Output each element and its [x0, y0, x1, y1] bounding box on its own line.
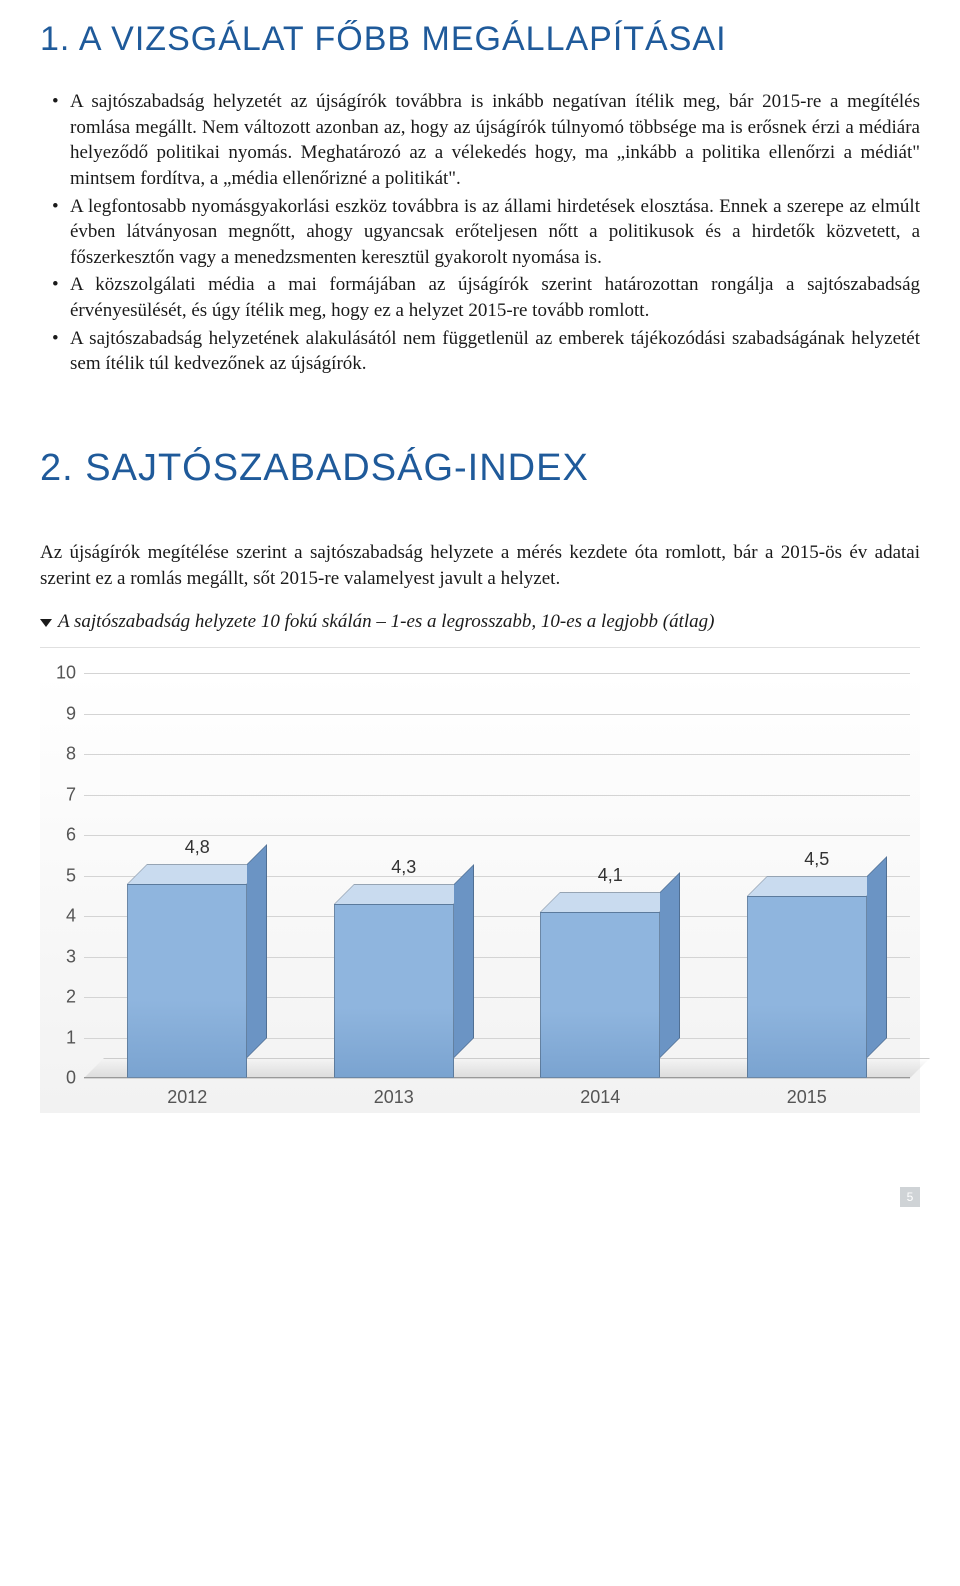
y-tick-label: 2: [66, 987, 76, 1008]
gridline: [84, 754, 910, 755]
section-1-title: 1. A VIZSGÁLAT FŐBB MEGÁLLAPÍTÁSAI: [40, 20, 920, 59]
x-tick-label: 2014: [580, 1087, 620, 1108]
y-tick-label: 6: [66, 825, 76, 846]
chart-container: 012345678910 4,84,34,14,5 20122013201420…: [40, 647, 920, 1157]
x-tick-label: 2012: [167, 1087, 207, 1108]
y-tick-label: 0: [66, 1068, 76, 1089]
y-tick-label: 1: [66, 1027, 76, 1048]
section-1-bullets: A sajtószabadság helyzetét az újságírók …: [40, 89, 920, 377]
bar: [747, 896, 867, 1078]
bullet-item: A sajtószabadság helyzetét az újságírók …: [70, 89, 920, 192]
chart-caption: A sajtószabadság helyzete 10 fokú skálán…: [40, 611, 920, 633]
chart-caption-text: A sajtószabadság helyzete 10 fokú skálán…: [58, 611, 715, 632]
plot-area: 4,8 4,3 4,1 4,5: [84, 673, 910, 1078]
y-tick-label: 5: [66, 865, 76, 886]
bullet-item: A legfontosabb nyomásgyakorlási eszköz t…: [70, 194, 920, 271]
y-tick-label: 8: [66, 744, 76, 765]
gridline: [84, 795, 910, 796]
bar-value-label: 4,1: [598, 865, 623, 886]
y-axis: 012345678910: [40, 673, 84, 1078]
y-tick-label: 7: [66, 784, 76, 805]
gridline: [84, 1078, 910, 1079]
caret-down-icon: [40, 619, 52, 627]
y-tick-label: 4: [66, 906, 76, 927]
x-tick-label: 2015: [787, 1087, 827, 1108]
y-tick-label: 9: [66, 703, 76, 724]
gridline: [84, 673, 910, 674]
bar: [127, 884, 247, 1078]
bar: [540, 912, 660, 1078]
x-tick-label: 2013: [374, 1087, 414, 1108]
chart-area: 012345678910 4,84,34,14,5 20122013201420…: [40, 673, 920, 1113]
bar-value-label: 4,8: [185, 837, 210, 858]
bar-value-label: 4,3: [391, 857, 416, 878]
x-axis: 2012 2013 2014 2015: [84, 1083, 910, 1113]
bar: [334, 904, 454, 1078]
y-tick-label: 10: [56, 663, 76, 684]
section-2-intro: Az újságírók megítélése szerint a sajtós…: [40, 540, 920, 591]
bullet-item: A közszolgálati média a mai formájában a…: [70, 272, 920, 323]
y-tick-label: 3: [66, 946, 76, 967]
gridline: [84, 714, 910, 715]
page-number: 5: [900, 1187, 920, 1207]
section-2-title: 2. SAJTÓSZABADSÁG-INDEX: [40, 447, 920, 490]
bullet-item: A sajtószabadság helyzetének alakulásátó…: [70, 326, 920, 377]
bar-value-label: 4,5: [804, 849, 829, 870]
